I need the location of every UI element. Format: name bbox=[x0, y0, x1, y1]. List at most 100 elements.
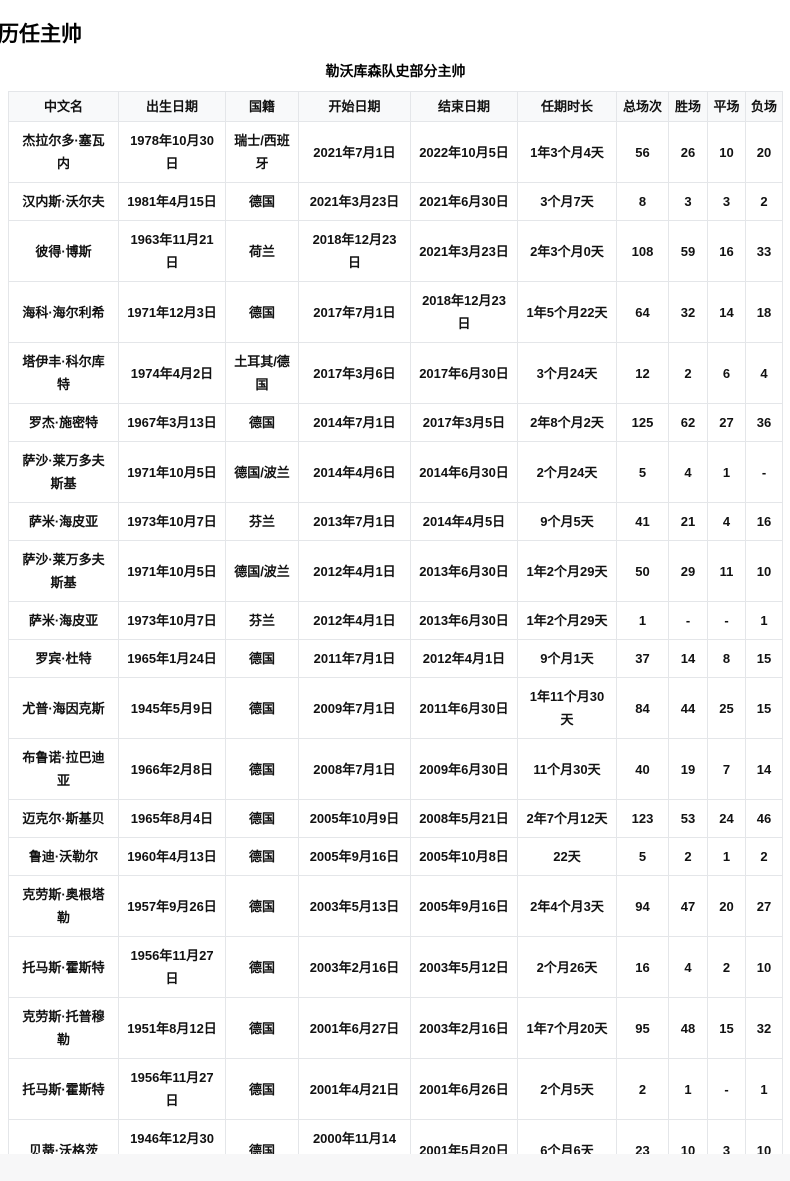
nationality-cell: 荷兰 bbox=[225, 220, 299, 283]
coach-name-cell: 鲁迪·沃勒尔 bbox=[8, 837, 119, 877]
wins-cell: 14 bbox=[668, 639, 708, 679]
table-row: 克劳斯·托普穆勒 1951年8月12日 德国 2001年6月27日 2003年2月16日… bbox=[8, 997, 783, 1060]
draws-cell: 3 bbox=[707, 182, 746, 222]
end-cell: 2017年3月5日 bbox=[410, 403, 518, 443]
column-header-losses: 负场 bbox=[745, 91, 783, 123]
birth-cell: 1971年12月3日 bbox=[118, 281, 226, 344]
birth-cell: 1956年11月27日 bbox=[118, 1058, 226, 1121]
nationality-cell: 德国/波兰 bbox=[225, 441, 299, 504]
section-title: 历任主帅 bbox=[0, 23, 82, 46]
end-cell: 2018年12月23日 bbox=[410, 281, 518, 344]
start-cell: 2014年4月6日 bbox=[298, 441, 411, 504]
nationality-cell: 德国 bbox=[225, 837, 299, 877]
column-header-tenure: 任期时长 bbox=[517, 91, 617, 123]
end-cell: 2014年4月5日 bbox=[410, 502, 518, 542]
tenure-cell: 1年7个月20天 bbox=[517, 997, 617, 1060]
total-cell: 2 bbox=[616, 1058, 669, 1121]
tenure-cell: 3个月7天 bbox=[517, 182, 617, 222]
end-cell: 2021年3月23日 bbox=[410, 220, 518, 283]
column-header-total: 总场次 bbox=[616, 91, 669, 123]
start-cell: 2018年12月23日 bbox=[298, 220, 411, 283]
tenure-cell: 1年2个月29天 bbox=[517, 601, 617, 641]
start-cell: 2005年9月16日 bbox=[298, 837, 411, 877]
wins-cell: 32 bbox=[668, 281, 708, 344]
coach-table-container: 勒沃库森队史部分主帅 中文名 出生日期 国籍 开始日期 结束日期 任期时长 总场次 胜场 平场负… bbox=[8, 61, 783, 1181]
end-cell: 2022年10月5日 bbox=[410, 121, 518, 184]
wins-cell: 4 bbox=[668, 441, 708, 504]
total-cell: 84 bbox=[616, 677, 669, 740]
nationality-cell: 德国/波兰 bbox=[225, 540, 299, 603]
nationality-cell: 德国 bbox=[225, 936, 299, 999]
wins-cell: 4 bbox=[668, 936, 708, 999]
start-cell: 2021年7月1日 bbox=[298, 121, 411, 184]
table-row: 布鲁诺·拉巴迪亚 1966年2月8日 德国 2008年7月1日 2009年6月30日 11… bbox=[8, 738, 783, 801]
birth-cell: 1978年10月30日 bbox=[118, 121, 226, 184]
birth-cell: 1966年2月8日 bbox=[118, 738, 226, 801]
wins-cell: 21 bbox=[668, 502, 708, 542]
tenure-cell: 1年11个月30天 bbox=[517, 677, 617, 740]
draws-cell: 14 bbox=[707, 281, 746, 344]
start-cell: 2012年4月1日 bbox=[298, 601, 411, 641]
draws-cell: - bbox=[707, 601, 746, 641]
draws-cell: 15 bbox=[707, 997, 746, 1060]
wins-cell: - bbox=[668, 601, 708, 641]
start-cell: 2021年3月23日 bbox=[298, 182, 411, 222]
draws-cell: 4 bbox=[707, 502, 746, 542]
table-row: 克劳斯·奥根塔勒 1957年9月26日 德国 2003年5月13日 2005年9月16日… bbox=[8, 875, 783, 938]
draws-cell: 1 bbox=[707, 837, 746, 877]
end-cell: 2021年6月30日 bbox=[410, 182, 518, 222]
nationality-cell: 德国 bbox=[225, 997, 299, 1060]
draws-cell: 16 bbox=[707, 220, 746, 283]
losses-cell: 1 bbox=[745, 601, 783, 641]
start-cell: 2009年7月1日 bbox=[298, 677, 411, 740]
nationality-cell: 德国 bbox=[225, 799, 299, 839]
birth-cell: 1960年4月13日 bbox=[118, 837, 226, 877]
total-cell: 108 bbox=[616, 220, 669, 283]
nationality-cell: 芬兰 bbox=[225, 502, 299, 542]
table-row: 海科·海尔利希 1971年12月3日 德国 2017年7月1日 2018年12月23日 1… bbox=[8, 281, 783, 344]
total-cell: 12 bbox=[616, 342, 669, 405]
wins-cell: 2 bbox=[668, 837, 708, 877]
header-row: 中文名 出生日期 国籍 开始日期 结束日期 任期时长 总场次 胜场 平场 负场 bbox=[8, 91, 783, 123]
draws-cell: 11 bbox=[707, 540, 746, 603]
column-header-name: 中文名 bbox=[8, 91, 119, 123]
draws-cell: 24 bbox=[707, 799, 746, 839]
table-row: 萨米·海皮亚 1973年10月7日 芬兰 2012年4月1日 2013年6月30日 1年2… bbox=[8, 601, 783, 641]
total-cell: 5 bbox=[616, 441, 669, 504]
start-cell: 2017年7月1日 bbox=[298, 281, 411, 344]
coach-name-cell: 迈克尔·斯基贝 bbox=[8, 799, 119, 839]
end-cell: 2012年4月1日 bbox=[410, 639, 518, 679]
coach-name-cell: 托马斯·霍斯特 bbox=[8, 1058, 119, 1121]
tenure-cell: 2年4个月3天 bbox=[517, 875, 617, 938]
wins-cell: 2 bbox=[668, 342, 708, 405]
draws-cell: 20 bbox=[707, 875, 746, 938]
birth-cell: 1945年5月9日 bbox=[118, 677, 226, 740]
table-row: 塔伊丰·科尔库特 1974年4月2日 土耳其/德国 2017年3月6日 2017年6月3… bbox=[8, 342, 783, 405]
tenure-cell: 2年7个月12天 bbox=[517, 799, 617, 839]
coach-history-table: 勒沃库森队史部分主帅 中文名 出生日期 国籍 开始日期 结束日期 任期时长 总场次 胜场 平场负… bbox=[8, 61, 783, 1181]
table-row: 萨沙·莱万多夫斯基 1971年10月5日 德国/波兰 2012年4月1日 2013年6月… bbox=[8, 540, 783, 603]
nationality-cell: 德国 bbox=[225, 875, 299, 938]
nationality-cell: 德国 bbox=[225, 281, 299, 344]
nationality-cell: 土耳其/德国 bbox=[225, 342, 299, 405]
table-body: 杰拉尔多·塞瓦内 1978年10月30日 瑞士/西班牙 2021年7月1日 2022年1… bbox=[8, 121, 783, 1181]
draws-cell: 1 bbox=[707, 441, 746, 504]
table-row: 托马斯·霍斯特 1956年11月27日 德国 2001年4月21日 2001年6月26日… bbox=[8, 1058, 783, 1121]
birth-cell: 1951年8月12日 bbox=[118, 997, 226, 1060]
end-cell: 2001年6月26日 bbox=[410, 1058, 518, 1121]
losses-cell: 32 bbox=[745, 997, 783, 1060]
tenure-cell: 2年8个月2天 bbox=[517, 403, 617, 443]
end-cell: 2003年5月12日 bbox=[410, 936, 518, 999]
end-cell: 2009年6月30日 bbox=[410, 738, 518, 801]
losses-cell: 15 bbox=[745, 639, 783, 679]
tenure-cell: 3个月24天 bbox=[517, 342, 617, 405]
end-cell: 2013年6月30日 bbox=[410, 540, 518, 603]
tenure-cell: 1年3个月4天 bbox=[517, 121, 617, 184]
birth-cell: 1963年11月21日 bbox=[118, 220, 226, 283]
losses-cell: 2 bbox=[745, 182, 783, 222]
birth-cell: 1957年9月26日 bbox=[118, 875, 226, 938]
total-cell: 123 bbox=[616, 799, 669, 839]
coach-name-cell: 萨沙·莱万多夫斯基 bbox=[8, 441, 119, 504]
table-caption: 勒沃库森队史部分主帅 bbox=[325, 63, 466, 80]
total-cell: 37 bbox=[616, 639, 669, 679]
